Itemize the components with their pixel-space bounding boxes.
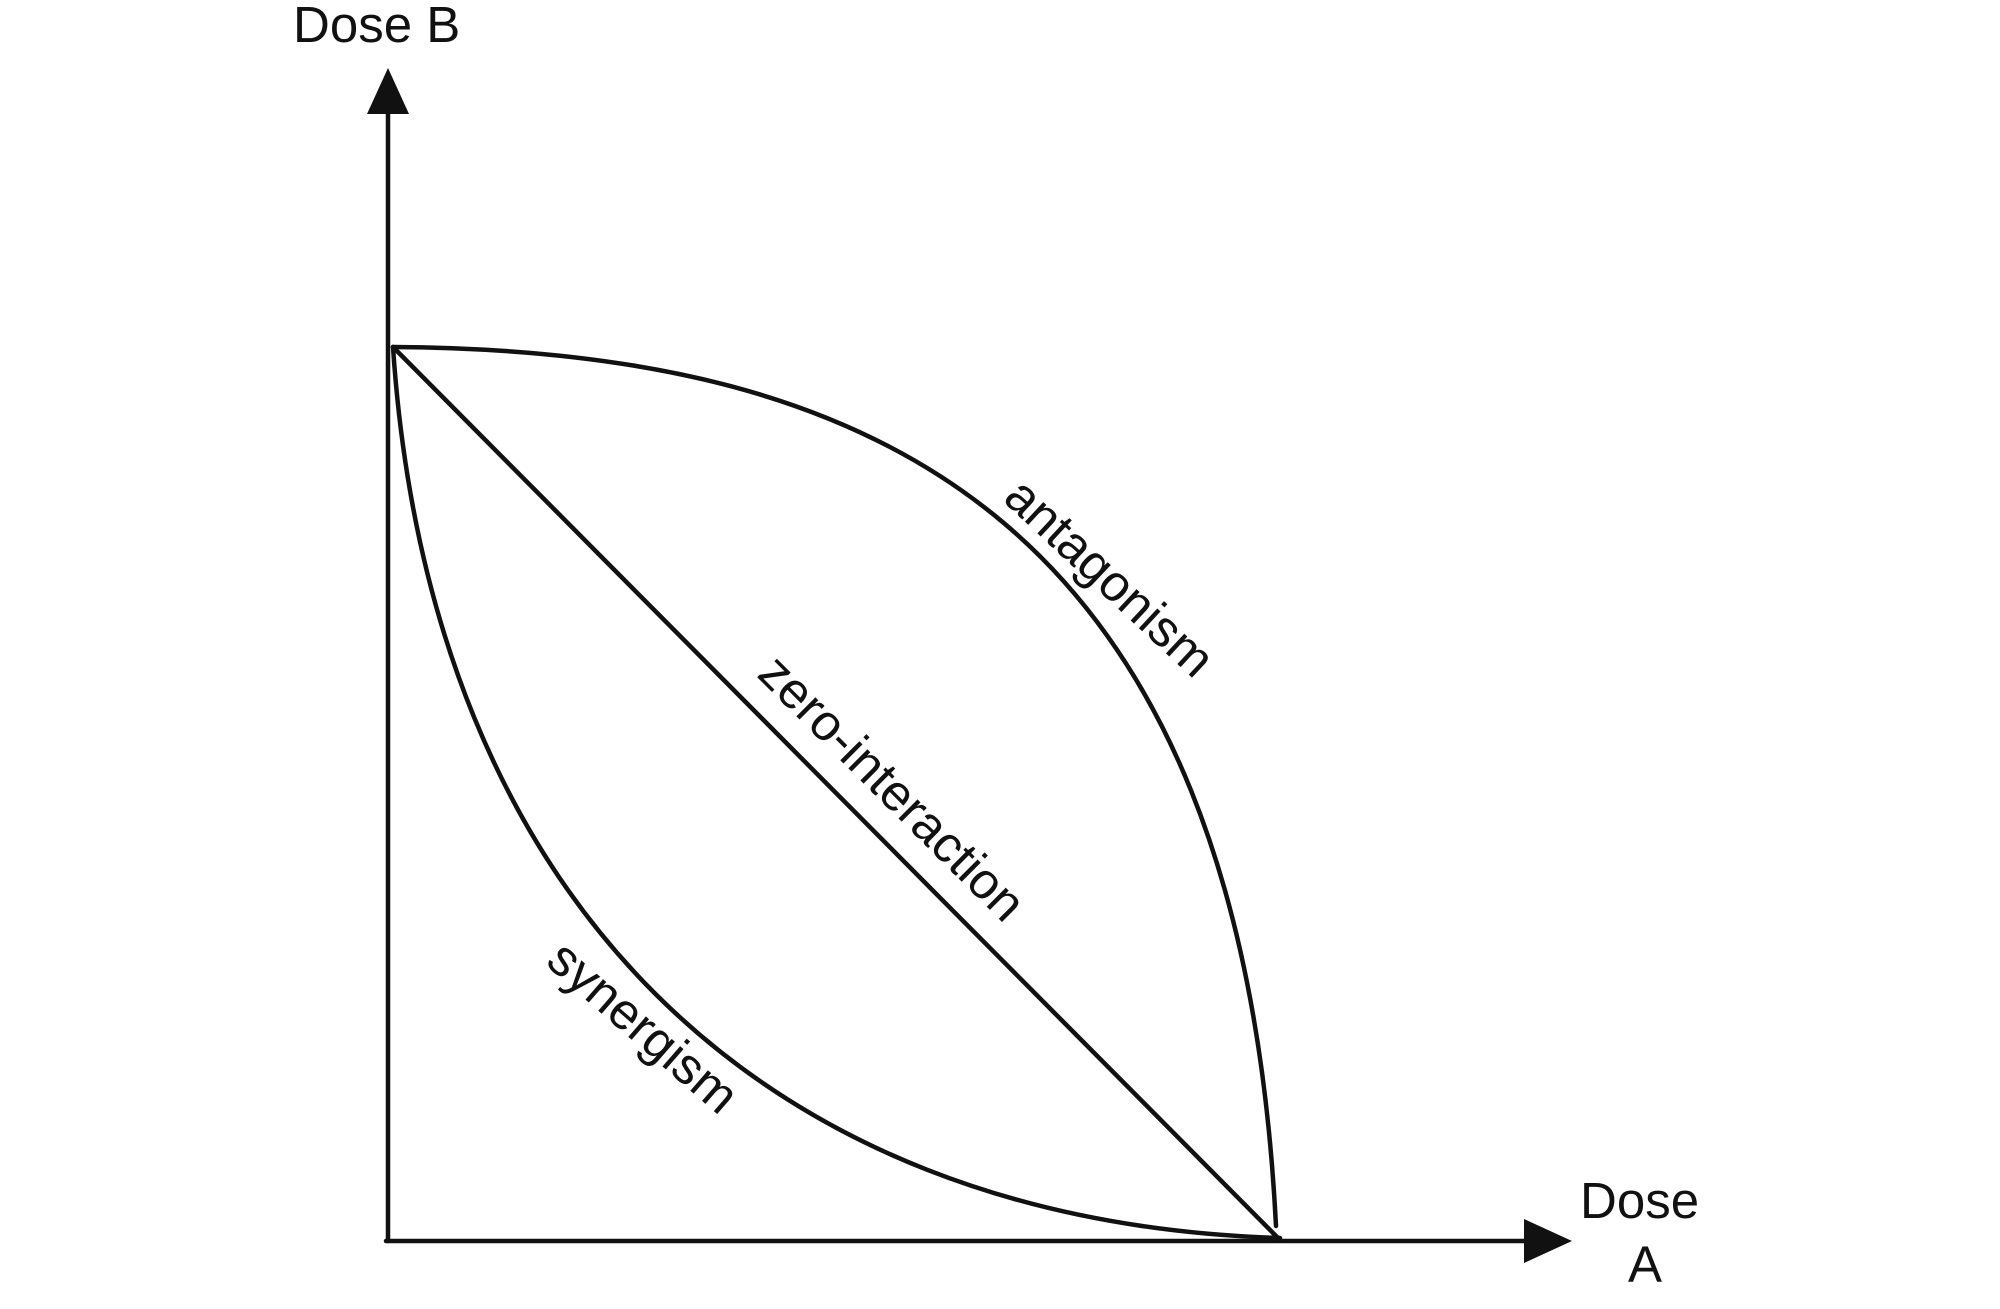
y-axis-title: Dose B [293, 0, 460, 53]
x-axis-title-line2: A [1628, 1236, 1662, 1293]
y-axis-arrowhead [367, 68, 409, 114]
synergism-curve [390, 344, 1283, 1241]
antagonism-label: antagonism [994, 466, 1226, 688]
zero-interaction-line [390, 344, 1283, 1243]
x-axis-arrowhead [1524, 1219, 1572, 1263]
x-axis-title-line1: Dose [1580, 1172, 1699, 1229]
zero-interaction-label: zero-interaction [748, 643, 1037, 932]
antagonism-curve [390, 344, 1279, 1229]
synergism-label: synergism [537, 929, 750, 1124]
